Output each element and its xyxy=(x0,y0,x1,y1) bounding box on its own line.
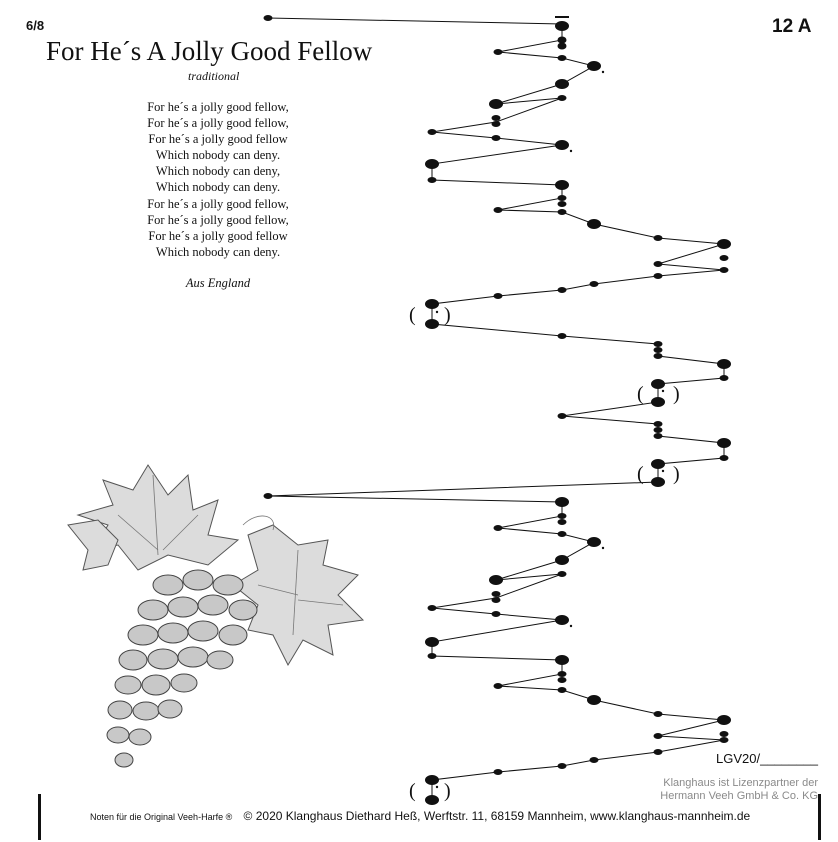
lyric-line: Which nobody can deny. xyxy=(155,148,281,163)
lyric-line: For he´s a jolly good fellow, xyxy=(147,100,289,114)
song-origin: Aus England xyxy=(185,276,251,290)
svg-text:): ) xyxy=(673,383,680,405)
lyric-line: Which nobody can deny. xyxy=(155,244,281,259)
time-signature: 6/8 xyxy=(26,18,45,33)
left-border-bar xyxy=(38,794,41,840)
song-title: For He´s A Jolly Good Fellow xyxy=(46,36,373,66)
lyric-line: For he´s a jolly good fellow xyxy=(148,132,288,147)
svg-text:(: ( xyxy=(637,463,644,485)
lyric-line: For he´s a jolly good fellow xyxy=(148,228,288,243)
partner-note-line: Klanghaus ist Lizenzpartner der xyxy=(663,777,818,789)
lyric-line: For he´s a jolly good fellow, xyxy=(147,116,289,131)
svg-text:(: ( xyxy=(637,383,644,405)
lyrics-block: For he´s a jolly good fellow, For he´s a… xyxy=(118,99,318,260)
right-border-bar xyxy=(818,794,821,840)
svg-text:): ) xyxy=(444,780,451,802)
svg-text:): ) xyxy=(444,304,451,326)
song-subtitle: traditional xyxy=(188,69,240,83)
lyric-line: Which nobody can deny, xyxy=(155,164,281,179)
grape-bunch-icon xyxy=(67,464,365,768)
svg-text:): ) xyxy=(673,463,680,485)
copyright-text: © 2020 Klanghaus Diethard Heß, Werftstr.… xyxy=(243,809,751,823)
catalog-number: LGV20/________ xyxy=(716,751,818,766)
svg-text:(: ( xyxy=(409,780,416,802)
sheet-number: 12 A xyxy=(772,16,812,37)
lyric-line: Which nobody can deny. xyxy=(155,180,281,195)
partner-note: Klanghaus ist Lizenzpartner der Hermann … xyxy=(600,777,818,802)
partner-note-line: Hermann Veeh GmbH & Co. KG xyxy=(660,789,818,802)
footer: Noten für die Original Veeh-Harfe ® © 20… xyxy=(90,809,750,823)
instrument-note: Noten für die Original Veeh-Harfe ® xyxy=(90,812,233,822)
lyric-line: For he´s a jolly good fellow, xyxy=(147,196,289,211)
svg-text:(: ( xyxy=(409,304,416,326)
lyric-line: For he´s a jolly good fellow, xyxy=(147,212,289,227)
